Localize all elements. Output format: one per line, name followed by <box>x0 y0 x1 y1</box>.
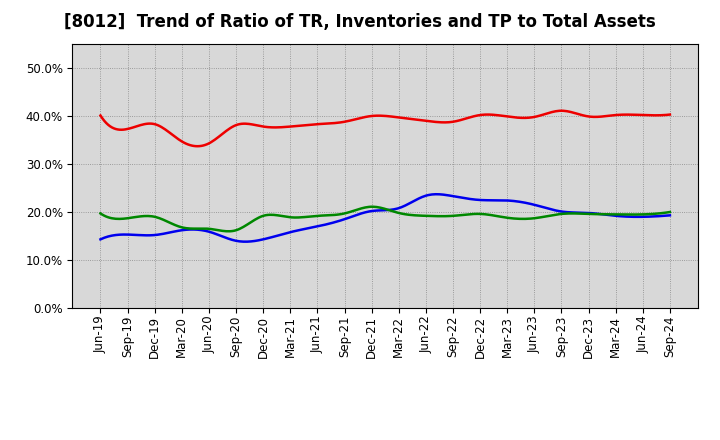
Trade Payables <box>98 212 107 217</box>
Trade Receivables <box>580 113 588 118</box>
Line: Trade Payables: Trade Payables <box>101 207 670 231</box>
Inventories <box>437 192 446 197</box>
Trade Payables <box>665 209 674 215</box>
Trade Receivables <box>193 143 202 149</box>
Trade Receivables <box>446 119 455 125</box>
Inventories <box>439 192 448 197</box>
Trade Receivables <box>437 120 446 125</box>
Trade Receivables <box>96 113 105 118</box>
Trade Receivables <box>557 108 566 114</box>
Inventories <box>665 213 674 218</box>
Trade Receivables <box>435 120 444 125</box>
Inventories <box>449 194 457 199</box>
Trade Payables <box>580 211 588 216</box>
Line: Inventories: Inventories <box>101 194 670 242</box>
Trade Payables <box>369 204 377 209</box>
Inventories <box>241 239 250 244</box>
Trade Payables <box>616 212 625 217</box>
Inventories <box>616 213 625 219</box>
Inventories <box>98 236 107 241</box>
Line: Trade Receivables: Trade Receivables <box>101 111 670 146</box>
Inventories <box>96 237 105 242</box>
Trade Receivables <box>616 112 625 117</box>
Trade Receivables <box>665 112 674 117</box>
Trade Payables <box>439 213 448 219</box>
Inventories <box>431 191 440 197</box>
Trade Payables <box>96 211 105 216</box>
Inventories <box>580 210 588 216</box>
Trade Receivables <box>98 116 107 121</box>
Trade Payables <box>449 213 457 219</box>
Trade Payables <box>224 229 233 234</box>
Trade Payables <box>437 213 446 219</box>
Text: [8012]  Trend of Ratio of TR, Inventories and TP to Total Assets: [8012] Trend of Ratio of TR, Inventories… <box>64 13 656 31</box>
